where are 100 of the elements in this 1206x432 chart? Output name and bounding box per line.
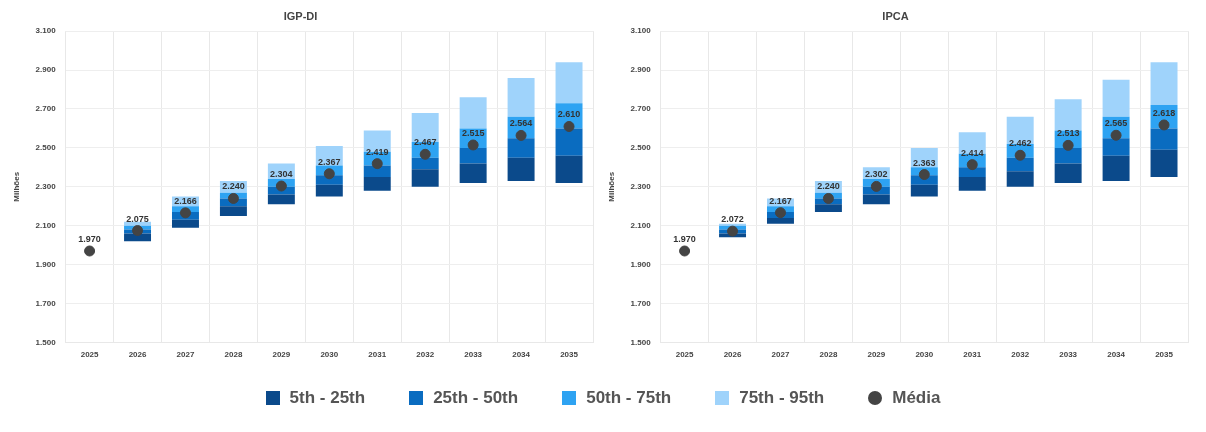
x-tick-label: 2030 [915, 350, 934, 360]
y-tick-label: 1.900 [35, 259, 57, 269]
legend-label: Média [892, 388, 941, 408]
y-tick-label: 2.500 [630, 143, 652, 153]
bar [315, 184, 343, 197]
bar [172, 219, 199, 228]
data-label: 2.565 [1104, 118, 1128, 129]
point [563, 121, 575, 133]
bar [267, 194, 295, 205]
data-label: 2.414 [960, 147, 984, 158]
data-label: 1.970 [78, 233, 101, 244]
data-label: 2.166 [174, 195, 197, 206]
bar [862, 194, 890, 205]
y-tick-label: 1.500 [35, 337, 57, 347]
bar [1150, 62, 1178, 106]
point [1110, 129, 1122, 141]
bar [1150, 149, 1178, 178]
bar [219, 206, 247, 216]
y-tick-label: 2.700 [35, 104, 57, 114]
x-tick-label: 2027 [771, 350, 790, 360]
y-tick-label: 1.900 [630, 259, 652, 269]
bar [1102, 79, 1130, 117]
bar [507, 77, 535, 117]
bar [1054, 147, 1082, 164]
x-tick-label: 2029 [867, 350, 886, 360]
x-tick-label: 2026 [723, 350, 742, 360]
y-tick-label: 2.500 [35, 143, 57, 153]
bar [555, 128, 583, 156]
point [323, 168, 335, 180]
bar [910, 184, 938, 197]
legend-label: 5th - 25th [289, 388, 366, 408]
bar [958, 167, 986, 178]
y-tick-label: 1.700 [35, 298, 57, 308]
y-tick-label: 2.300 [630, 182, 652, 191]
x-tick-label: 2027 [176, 350, 195, 360]
x-tick-label: 2025 [675, 350, 695, 360]
x-tick-label: 2026 [128, 350, 147, 360]
y-tick-label: 3.100 [35, 26, 57, 36]
data-label: 2.167 [769, 195, 792, 206]
data-label: 2.363 [913, 157, 936, 168]
bar [507, 138, 535, 158]
x-tick-label: 2025 [80, 350, 100, 360]
bar [459, 163, 487, 183]
chart-title: IPCA [882, 9, 909, 22]
y-tick-label: 3.100 [630, 26, 652, 36]
bar [814, 204, 842, 213]
point [727, 225, 739, 237]
bar [507, 157, 535, 181]
x-tick-label: 2028 [224, 350, 243, 360]
bar [411, 157, 439, 170]
x-tick-label: 2032 [416, 350, 435, 360]
bar [1102, 155, 1130, 181]
x-tick-label: 2033 [464, 350, 483, 360]
bar [555, 62, 583, 104]
bar [958, 177, 986, 191]
bar [363, 177, 391, 191]
x-tick-label: 2028 [819, 350, 838, 360]
chart-title: IGP-DI [283, 9, 318, 22]
legend-label: 50th - 75th [586, 388, 672, 408]
point [1158, 119, 1170, 131]
data-label: 2.240 [817, 181, 840, 192]
y-tick-label: 2.700 [630, 104, 652, 114]
point [132, 225, 144, 237]
point [467, 139, 479, 151]
data-label: 2.367 [318, 156, 341, 167]
x-tick-label: 2035 [1155, 350, 1174, 360]
bar [1150, 128, 1178, 150]
x-tick-label: 2035 [560, 350, 579, 360]
bar [1006, 171, 1034, 187]
point [774, 207, 786, 219]
bar [459, 147, 487, 164]
bar [1054, 163, 1082, 183]
x-tick-label: 2032 [1011, 350, 1030, 360]
y-tick-label: 1.500 [630, 337, 652, 347]
y-axis-title: Milhões [607, 171, 616, 202]
data-label: 2.072 [721, 214, 744, 225]
x-tick-label: 2033 [1059, 350, 1078, 360]
data-label: 2.419 [365, 146, 389, 157]
x-tick-label: 2031 [368, 350, 387, 360]
y-tick-label: 2.900 [35, 65, 57, 75]
data-label: 2.515 [461, 127, 485, 138]
point [918, 169, 930, 181]
legend-label: 75th - 95th [739, 388, 825, 408]
bar [1054, 99, 1082, 131]
data-label: 2.240 [222, 181, 245, 192]
y-tick-label: 2.300 [35, 182, 57, 191]
point [84, 245, 96, 257]
point [822, 192, 834, 204]
point [275, 180, 287, 192]
bar [1006, 157, 1034, 172]
x-tick-label: 2030 [320, 350, 339, 360]
data-label: 2.513 [1056, 128, 1080, 139]
data-label: 2.618 [1152, 107, 1176, 118]
legend-label: 25th - 50th [433, 388, 519, 408]
data-label: 2.302 [865, 169, 888, 180]
x-tick-label: 2029 [272, 350, 291, 360]
point [227, 192, 239, 204]
point [870, 180, 882, 192]
y-axis-title: Milhões [12, 171, 21, 202]
x-tick-label: 2034 [1107, 350, 1126, 360]
